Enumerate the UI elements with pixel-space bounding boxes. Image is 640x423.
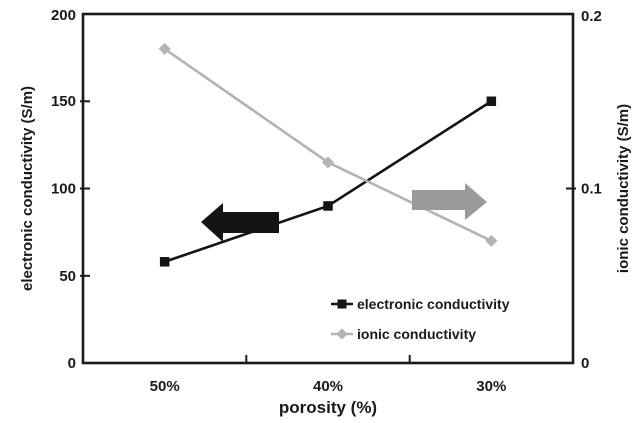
x-axis-title: porosity (%) bbox=[279, 398, 377, 417]
right-axis-title: ionic conductivity (S/m) bbox=[615, 104, 632, 273]
axis-tick-marks bbox=[80, 100, 576, 363]
ionic-conductivity-marker bbox=[485, 234, 498, 247]
right-axis-tick-labels: 0 0.1 0.2 bbox=[581, 8, 602, 372]
ionic-conductivity-marker bbox=[158, 42, 171, 55]
legend-label-electronic: electronic conductivity bbox=[357, 296, 510, 312]
legend-marker-square-icon bbox=[337, 299, 347, 309]
legend-marker-diamond-icon bbox=[336, 328, 348, 340]
x-tick-30pct: 30% bbox=[476, 378, 506, 395]
series-layer bbox=[158, 42, 498, 267]
black-left-arrow bbox=[201, 203, 279, 242]
right-tick-01: 0.1 bbox=[581, 181, 602, 198]
legend-label-ionic: ionic conductivity bbox=[357, 326, 476, 342]
left-axis-tick-labels: 0 50 100 150 200 bbox=[51, 7, 76, 372]
electronic-conductivity-line bbox=[164, 100, 493, 264]
legend: electronic conductivity ionic conductivi… bbox=[331, 296, 510, 342]
left-tick-100: 100 bbox=[51, 181, 76, 198]
right-tick-0: 0 bbox=[581, 355, 589, 372]
gray-right-arrow bbox=[412, 183, 487, 220]
left-tick-150: 150 bbox=[51, 93, 76, 110]
electronic-conductivity-marker bbox=[486, 96, 497, 106]
x-tick-40pct: 40% bbox=[313, 378, 343, 395]
x-tick-50pct: 50% bbox=[150, 378, 180, 395]
legend-entry-ionic: ionic conductivity bbox=[331, 326, 476, 342]
left-tick-200: 200 bbox=[51, 7, 76, 24]
left-axis-title: electronic conductivity (S/m) bbox=[19, 86, 36, 291]
left-tick-0: 0 bbox=[68, 355, 76, 372]
electronic-conductivity-marker bbox=[159, 257, 170, 267]
electronic-conductivity-marker bbox=[323, 201, 333, 211]
left-tick-50: 50 bbox=[59, 268, 76, 285]
x-axis-tick-labels: 50% 40% 30% bbox=[150, 378, 507, 395]
legend-entry-electronic: electronic conductivity bbox=[331, 296, 510, 312]
right-tick-02: 0.2 bbox=[581, 8, 602, 25]
